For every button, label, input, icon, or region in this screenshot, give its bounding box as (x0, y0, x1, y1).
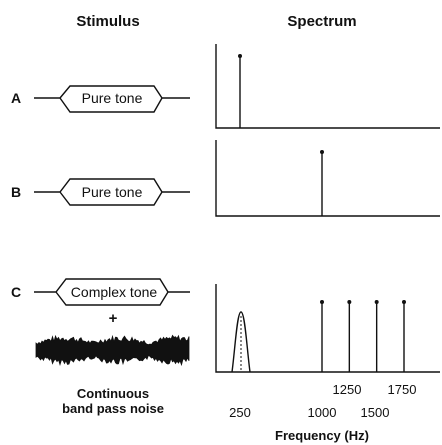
spectral-line-tip-c-1750 (402, 300, 406, 304)
row-a: A Pure tone (11, 85, 190, 113)
noise-band-curve (231, 311, 251, 373)
noise-waveform (35, 334, 190, 367)
row-label-a: A (11, 90, 21, 106)
spectral-line-tip-c-1250 (347, 300, 352, 304)
spectrum-panel-c (215, 284, 440, 373)
stimulus-box-label-a: Pure tone (82, 90, 143, 106)
stimulus-header: Stimulus (76, 13, 139, 30)
tick-1000: 1000 (308, 405, 337, 420)
x-axis-ticks: 1250 1750 250 1000 1500 (229, 382, 416, 420)
tick-1500: 1500 (361, 405, 390, 420)
spectral-line-tip-c-1500 (374, 300, 379, 304)
tick-1750: 1750 (388, 382, 417, 397)
noise-label-line1: Continuous (77, 386, 149, 401)
spectrum-header: Spectrum (287, 13, 356, 30)
axes-b (215, 140, 440, 217)
tick-250: 250 (229, 405, 251, 420)
spectrum-panel-a (215, 44, 440, 129)
stimulus-box-label-b: Pure tone (82, 184, 143, 200)
axes-c (215, 284, 440, 373)
noise-label-line2: band pass noise (62, 401, 164, 416)
stimulus-box-c (34, 278, 190, 306)
spectral-line-tip-b-1000 (320, 150, 324, 154)
row-label-b: B (11, 184, 21, 200)
axes-a (215, 44, 440, 129)
spectrum-panel-b (215, 140, 440, 217)
stimulus-box-label-c: Complex tone (71, 284, 158, 300)
plus-sign: + (109, 310, 118, 327)
row-c: C Complex tone + Continuous band pass no… (11, 278, 190, 416)
x-axis-label: Frequency (Hz) (275, 428, 369, 443)
row-b: B Pure tone (11, 178, 190, 206)
spectral-line-tip-a-250 (238, 54, 242, 58)
stimulus-box-b (34, 178, 190, 206)
spectral-line-tip-c-1000 (320, 300, 324, 304)
tick-1250: 1250 (333, 382, 362, 397)
stimulus-box-a (34, 85, 190, 113)
row-label-c: C (11, 284, 21, 300)
